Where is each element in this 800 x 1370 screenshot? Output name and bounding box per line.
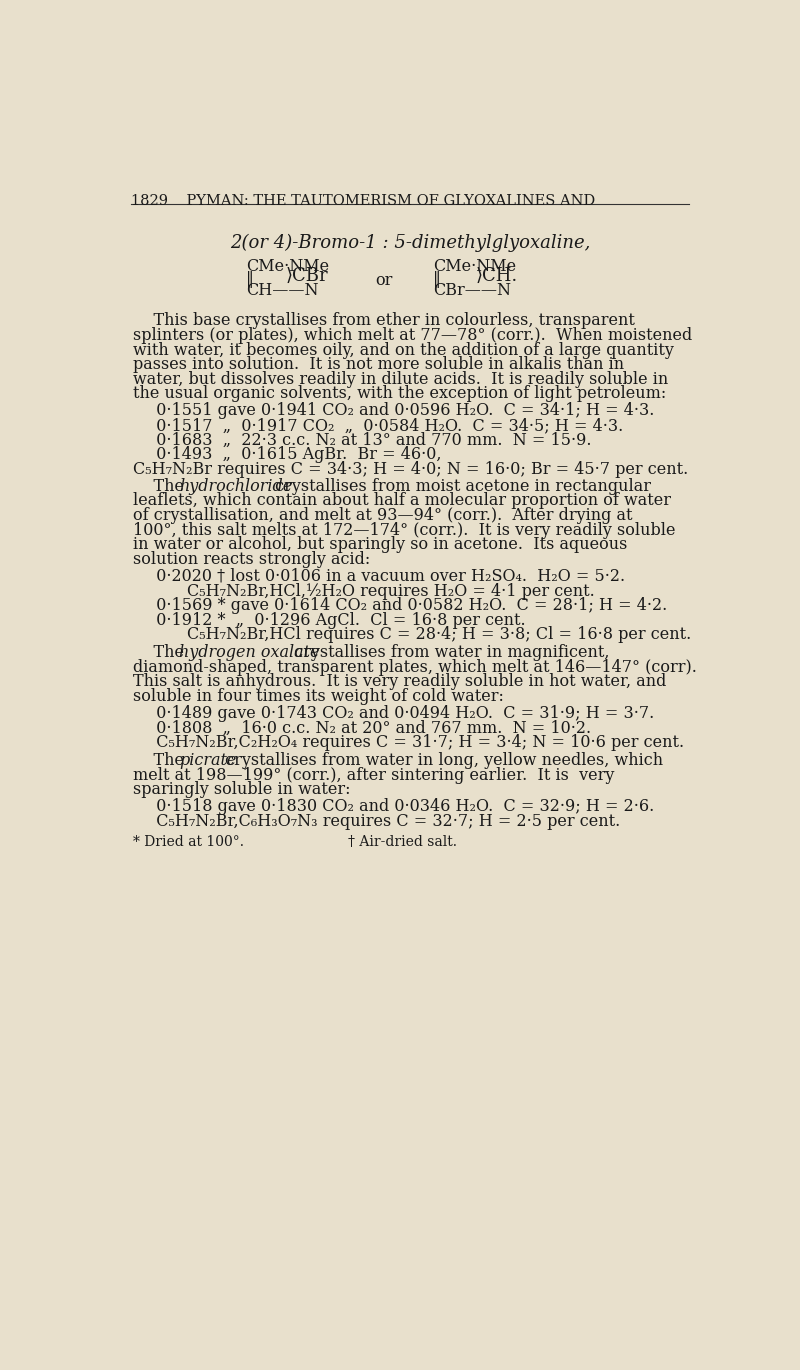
Text: in water or alcohol, but sparingly so in acetone.  Its aqueous: in water or alcohol, but sparingly so in… xyxy=(133,536,627,553)
Text: CH——N: CH——N xyxy=(246,282,318,299)
Text: 0·1551 gave 0·1941 CO₂ and 0·0596 H₂O.  C = 34·1; H = 4·3.: 0·1551 gave 0·1941 CO₂ and 0·0596 H₂O. C… xyxy=(146,403,655,419)
Text: This base crystallises from ether in colourless, transparent: This base crystallises from ether in col… xyxy=(133,312,634,329)
Text: ‖: ‖ xyxy=(246,271,254,288)
Text: 0·1683  „  22·3 c.c. N₂ at 13° and 770 mm.  N = 15·9.: 0·1683 „ 22·3 c.c. N₂ at 13° and 770 mm.… xyxy=(146,432,592,448)
Text: crystallises from moist acetone in rectangular: crystallises from moist acetone in recta… xyxy=(270,478,651,495)
Text: The: The xyxy=(133,752,189,769)
Text: ⟩CH.: ⟩CH. xyxy=(475,267,518,285)
Text: crystallises from water in long, yellow needles, which: crystallises from water in long, yellow … xyxy=(220,752,663,769)
Text: 0·1912 *  „  0·1296 AgCl.  Cl = 16·8 per cent.: 0·1912 * „ 0·1296 AgCl. Cl = 16·8 per ce… xyxy=(146,612,526,629)
Text: * Dried at 100°.: * Dried at 100°. xyxy=(133,836,243,849)
Text: ⟩CBr: ⟩CBr xyxy=(286,267,329,285)
Text: 0·1493  „  0·1615 AgBr.  Br = 46·0,: 0·1493 „ 0·1615 AgBr. Br = 46·0, xyxy=(146,447,442,463)
Text: C₅H₇N₂Br requires C = 34·3; H = 4·0; N = 16·0; Br = 45·7 per cent.: C₅H₇N₂Br requires C = 34·3; H = 4·0; N =… xyxy=(133,460,688,478)
Text: of crystallisation, and melt at 93—94° (corr.).  After drying at: of crystallisation, and melt at 93—94° (… xyxy=(133,507,632,525)
Text: The: The xyxy=(133,644,189,662)
Text: † Air-dried salt.: † Air-dried salt. xyxy=(348,836,457,849)
Text: 0·1808  „  16·0 c.c. N₂ at 20° and 767 mm.  N = 10·2.: 0·1808 „ 16·0 c.c. N₂ at 20° and 767 mm.… xyxy=(146,719,592,737)
Text: ‖: ‖ xyxy=(434,271,442,288)
Text: the usual organic solvents, with the exception of light petroleum:: the usual organic solvents, with the exc… xyxy=(133,385,666,403)
Text: 0·1569 * gave 0·1614 CO₂ and 0·0582 H₂O.  C = 28·1; H = 4·2.: 0·1569 * gave 0·1614 CO₂ and 0·0582 H₂O.… xyxy=(146,597,668,614)
Text: sparingly soluble in water:: sparingly soluble in water: xyxy=(133,781,350,799)
Text: 0·1518 gave 0·1830 CO₂ and 0·0346 H₂O.  C = 32·9; H = 2·6.: 0·1518 gave 0·1830 CO₂ and 0·0346 H₂O. C… xyxy=(146,799,654,815)
Text: 1829    PYMAN: THE TAUTOMERISM OF GLYOXALINES AND: 1829 PYMAN: THE TAUTOMERISM OF GLYOXALIN… xyxy=(131,193,595,208)
Text: 0·1517  „  0·1917 CO₂  „  0·0584 H₂O.  C = 34·5; H = 4·3.: 0·1517 „ 0·1917 CO₂ „ 0·0584 H₂O. C = 34… xyxy=(146,416,624,434)
Text: hydrochloride: hydrochloride xyxy=(179,478,292,495)
Text: This salt is anhydrous.  It is very readily soluble in hot water, and: This salt is anhydrous. It is very readi… xyxy=(133,674,666,690)
Text: 100°, this salt melts at 172—174° (corr.).  It is very readily soluble: 100°, this salt melts at 172—174° (corr.… xyxy=(133,522,675,538)
Text: crystallises from water in magnificent,: crystallises from water in magnificent, xyxy=(289,644,610,662)
Text: 2(or 4)-Bromo-1 : 5-dimethylglyoxaline,: 2(or 4)-Bromo-1 : 5-dimethylglyoxaline, xyxy=(230,234,590,252)
Text: C₅H₇N₂Br,C₂H₂O₄ requires C = 31·7; H = 3·4; N = 10·6 per cent.: C₅H₇N₂Br,C₂H₂O₄ requires C = 31·7; H = 3… xyxy=(146,734,685,751)
Text: melt at 198—199° (corr.), after sintering earlier.  It is  very: melt at 198—199° (corr.), after sinterin… xyxy=(133,767,614,784)
Text: 0·1489 gave 0·1743 CO₂ and 0·0494 H₂O.  C = 31·9; H = 3·7.: 0·1489 gave 0·1743 CO₂ and 0·0494 H₂O. C… xyxy=(146,706,654,722)
Text: CMe·NMe: CMe·NMe xyxy=(434,259,516,275)
Text: splinters (or plates), which melt at 77—78° (corr.).  When moistened: splinters (or plates), which melt at 77—… xyxy=(133,327,692,344)
Text: with water, it becomes oily, and on the addition of a large quantity: with water, it becomes oily, and on the … xyxy=(133,341,674,359)
Text: C₅H₇N₂Br,C₆H₃O₇N₃ requires C = 32·7; H = 2·5 per cent.: C₅H₇N₂Br,C₆H₃O₇N₃ requires C = 32·7; H =… xyxy=(146,812,621,830)
Text: CBr——N: CBr——N xyxy=(434,282,511,299)
Text: or: or xyxy=(375,273,393,289)
Text: hydrogen oxalate: hydrogen oxalate xyxy=(179,644,319,662)
Text: diamond-shaped, transparent plates, which melt at 146—147° (corr).: diamond-shaped, transparent plates, whic… xyxy=(133,659,697,675)
Text: water, but dissolves readily in dilute acids.  It is readily soluble in: water, but dissolves readily in dilute a… xyxy=(133,371,668,388)
Text: soluble in four times its weight of cold water:: soluble in four times its weight of cold… xyxy=(133,688,503,706)
Text: leaflets, which contain about half a molecular proportion of water: leaflets, which contain about half a mol… xyxy=(133,492,670,510)
Text: CMe·NMe: CMe·NMe xyxy=(246,259,329,275)
Text: C₅H₇N₂Br,HCl,½H₂O requires H₂O = 4·1 per cent.: C₅H₇N₂Br,HCl,½H₂O requires H₂O = 4·1 per… xyxy=(146,582,595,600)
Text: passes into solution.  It is not more soluble in alkalis than in: passes into solution. It is not more sol… xyxy=(133,356,624,373)
Text: The: The xyxy=(133,478,189,495)
Text: solution reacts strongly acid:: solution reacts strongly acid: xyxy=(133,551,370,569)
Text: 0·2020 † lost 0·0106 in a vacuum over H₂SO₄.  H₂O = 5·2.: 0·2020 † lost 0·0106 in a vacuum over H₂… xyxy=(146,569,626,585)
Text: C₅H₇N₂Br,HCl requires C = 28·4; H = 3·8; Cl = 16·8 per cent.: C₅H₇N₂Br,HCl requires C = 28·4; H = 3·8;… xyxy=(146,626,692,644)
Text: picrate: picrate xyxy=(179,752,237,769)
